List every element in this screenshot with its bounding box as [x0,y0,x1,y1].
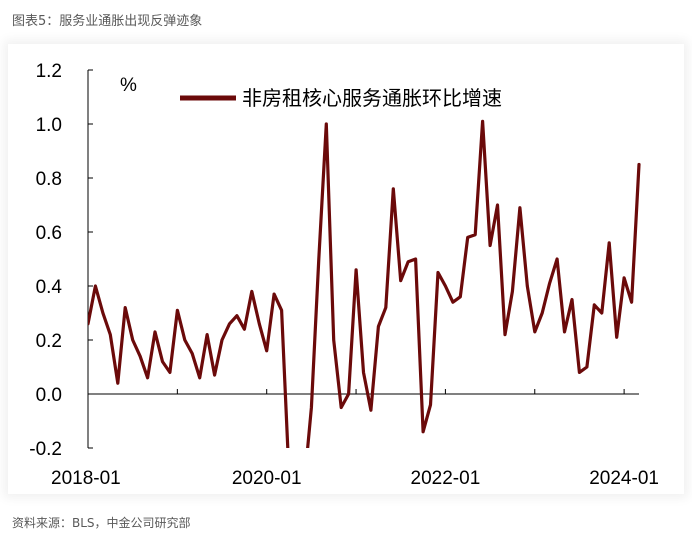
line-chart: 1.2 1.0 0.8 0.6 0.4 0.2 0.0 -0.2 2018-01 2020-01… [29,61,659,489]
legend-label: 非房租核心服务通胀环比增速 [242,87,502,110]
y-tick-label: -0.2 [29,439,62,460]
x-tick-label: 2022-01 [411,468,481,489]
y-unit-label: % [120,75,137,96]
y-tick-label: 0.0 [36,385,62,406]
x-tick-label: 2020-01 [232,468,302,489]
y-tick-label: 1.0 [36,115,62,136]
source-note: 资料来源：BLS，中金公司研究部 [12,516,191,530]
y-tick-label: 0.4 [36,277,63,298]
x-tick-label: 2024-01 [589,468,659,489]
x-tick-label: 2018-01 [51,468,121,489]
figure-title: 图表5：服务业通胀出现反弹迹象 [12,14,203,29]
series-line [88,119,641,448]
y-tick-label: 0.6 [36,223,62,244]
chart-panel: 1.2 1.0 0.8 0.6 0.4 0.2 0.0 -0.2 2018-01 2020-01… [8,44,684,494]
y-tick-label: 0.8 [36,169,62,190]
y-tick-label: 0.2 [36,331,62,352]
y-tick-label: 1.2 [36,61,62,82]
